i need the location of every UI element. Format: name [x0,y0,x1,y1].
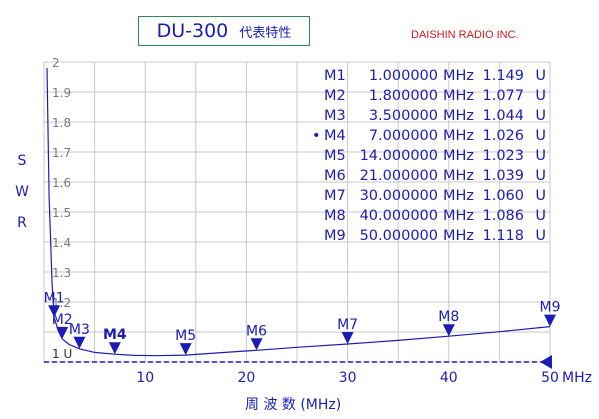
marker-m7-triangle [341,332,354,344]
marker-table-cell: 7.000000 [369,128,438,144]
marker-table-cell: MHz [443,108,474,124]
marker-m5-triangle [179,343,192,356]
y-tick-label: 2 [52,56,60,70]
marker-m6-triangle [250,338,263,351]
marker-table-cell: 1.800000 [369,88,438,104]
marker-m6-label: M6 [246,323,267,339]
x-tick-label: 40 [440,370,458,386]
marker-table-cell: MHz [443,188,474,204]
marker-table-cell: 30.000000 [360,188,438,204]
marker-table-cell: 1.026 [482,128,524,144]
marker-m4-triangle [108,342,121,355]
marker-table-cell: 21.000000 [360,168,438,184]
marker-m9-triangle [544,314,556,327]
marker-m3-triangle [73,336,86,349]
x-axis-label: 周 波 数 (MHz) [245,397,342,413]
marker-table-cell: 1.077 [482,88,524,104]
marker-table-cell: M5 [324,148,346,164]
y-base-label: 1 U [52,347,72,361]
marker-table-cell: M6 [324,168,346,184]
marker-table-cell: U [535,148,546,164]
marker-table-cell: 1.118 [482,228,524,244]
marker-m1-triangle [48,305,61,318]
marker-m2-triangle [56,326,69,339]
marker-table-cell: 1.023 [482,148,524,164]
marker-table-cell: 3.500000 [369,108,438,124]
y-tick-label: 1.9 [52,86,71,100]
marker-table-cell: 1.039 [482,168,524,184]
marker-table-cell: 50.000000 [360,228,438,244]
marker-m8-triangle [442,324,455,337]
y-tick-label: 1.7 [52,146,71,160]
marker-table-cell: MHz [443,168,474,184]
x-axis-unit: MHz [562,370,592,386]
x-tick-label: 20 [237,370,255,386]
marker-table-cell: M4 [324,128,346,144]
marker-table-cell: M3 [324,108,346,124]
x-tick-label: 50 [541,370,559,386]
marker-table-cell: U [535,108,546,124]
swr-trace [46,67,551,357]
chart-title-box: DU-300 代表特性 [138,16,310,46]
marker-table-cell: 1.044 [482,108,524,124]
marker-table-cell: MHz [443,228,474,244]
marker-table-cell: U [535,208,546,224]
marker-table-cell: M9 [324,228,346,244]
marker-table-cell: U [535,188,546,204]
active-marker-indicator: • [312,128,321,144]
marker-table-cell: MHz [443,208,474,224]
marker-table-cell: M7 [324,188,346,204]
x-tick-label: 10 [136,370,154,386]
chart-subtitle: 代表特性 [239,26,292,41]
marker-table-cell: 1.000000 [369,68,438,84]
marker-m1-label: M1 [44,290,65,306]
marker-table-cell: U [535,168,546,184]
marker-table-cell: 1.060 [482,188,524,204]
marker-table-cell: M2 [324,88,346,104]
marker-m2-label: M2 [52,312,73,328]
marker-table-cell: MHz [443,128,474,144]
brand-label: DAISHIN RADIO INC. [411,29,519,41]
marker-m5-label: M5 [175,328,196,344]
y-axis-label-char: S [17,153,27,169]
chart-title: DU-300 [156,20,229,42]
y-axis-label-char: R [17,215,27,231]
marker-m3-label: M3 [69,322,90,338]
y-tick-label: 1.3 [52,266,71,280]
marker-m9-label: M9 [540,300,561,316]
marker-m4-label: M4 [103,327,127,343]
marker-table-cell: MHz [443,148,474,164]
y-axis-label-char: W [15,184,29,200]
marker-table-cell: U [535,88,546,104]
y-tick-label: 1.4 [52,236,71,250]
marker-m7-label: M7 [337,317,358,333]
y-tick-label: 1.8 [52,116,71,130]
y-tick-label: 1.5 [52,206,71,220]
marker-table-cell: M8 [324,208,346,224]
marker-table-cell: 40.000000 [360,208,438,224]
marker-table-cell: U [535,228,546,244]
y-tick-label: 1.6 [52,176,71,190]
marker-m8-label: M8 [438,309,459,325]
marker-table-cell: 14.000000 [360,148,438,164]
marker-table-cell: U [535,128,546,144]
marker-table-cell: M1 [324,68,346,84]
marker-table-cell: MHz [443,88,474,104]
marker-table-cell: U [535,68,546,84]
x-tick-label: 30 [339,370,357,386]
marker-table-cell: 1.149 [482,68,524,84]
marker-table-cell: MHz [443,68,474,84]
baseline-marker [540,355,552,369]
marker-table-cell: 1.086 [482,208,524,224]
